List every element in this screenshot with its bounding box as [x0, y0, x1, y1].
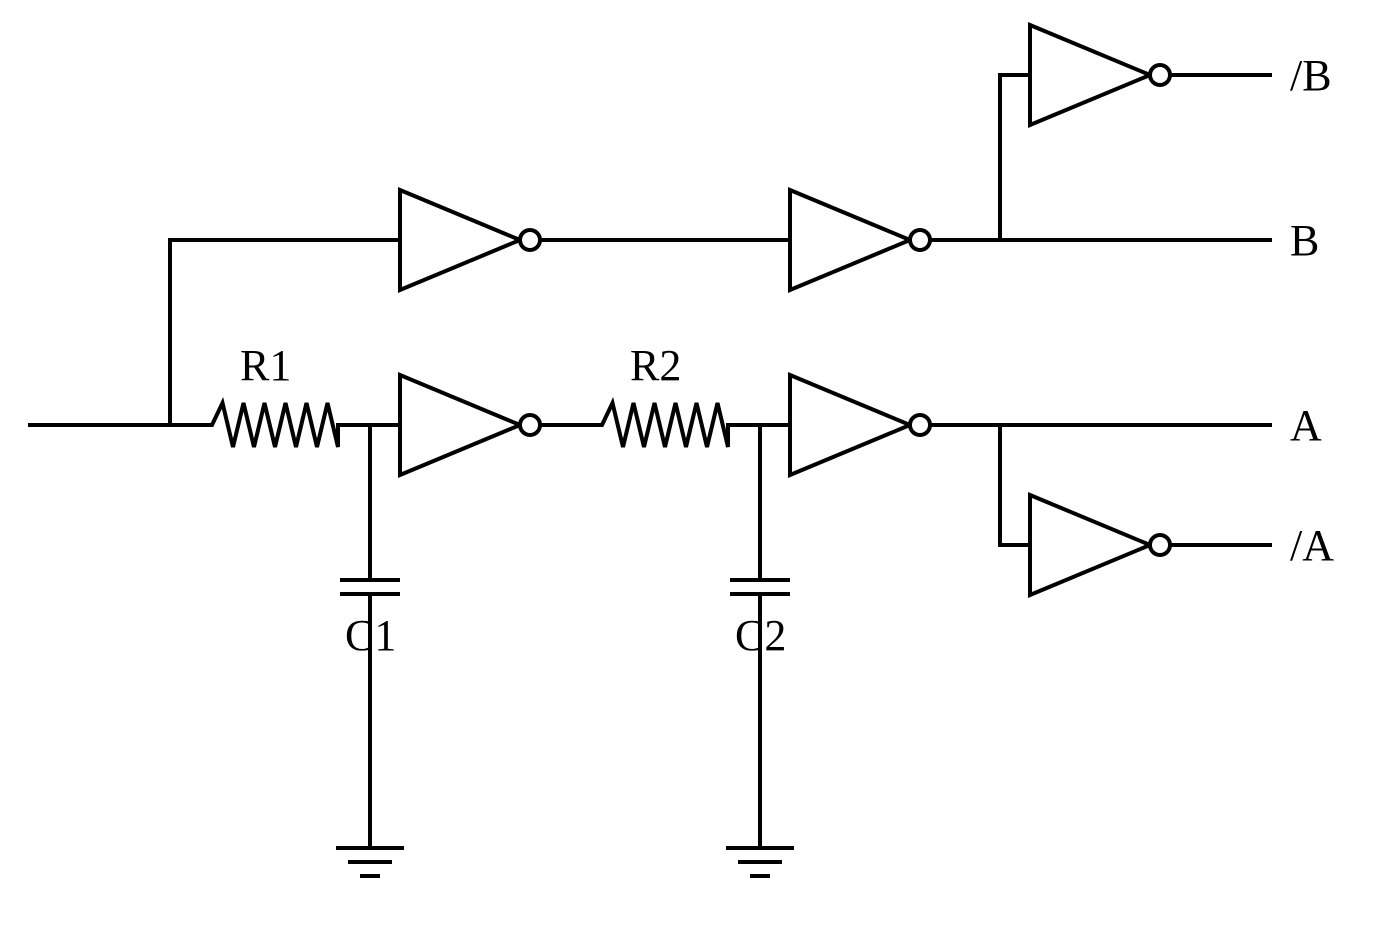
inverter-b2-bubble	[910, 230, 930, 250]
label-notA: /A	[1290, 521, 1334, 570]
inverter-a1-bubble	[520, 415, 540, 435]
inverter-notB-bubble	[1150, 65, 1170, 85]
inverter-b1-bubble	[520, 230, 540, 250]
inverter-a1	[400, 375, 520, 475]
label-R2: R2	[630, 341, 681, 390]
label-C1: C1	[345, 611, 396, 660]
inverter-b1	[400, 190, 520, 290]
inverter-notB	[1030, 25, 1150, 125]
inverter-notA-bubble	[1150, 535, 1170, 555]
circuit-diagram: R1 R2 C1 C2 B/B A/A	[0, 0, 1400, 925]
inverter-b2	[790, 190, 910, 290]
inverter-a2	[790, 375, 910, 475]
label-R1: R1	[240, 341, 291, 390]
label-B: B	[1290, 216, 1319, 265]
label-C2: C2	[735, 611, 786, 660]
inverter-a2-bubble	[910, 415, 930, 435]
inverter-notA	[1030, 495, 1150, 595]
resistor-R2	[590, 403, 740, 447]
label-notB: /B	[1290, 51, 1332, 100]
resistor-R1	[200, 403, 350, 447]
label-A: A	[1290, 401, 1322, 450]
